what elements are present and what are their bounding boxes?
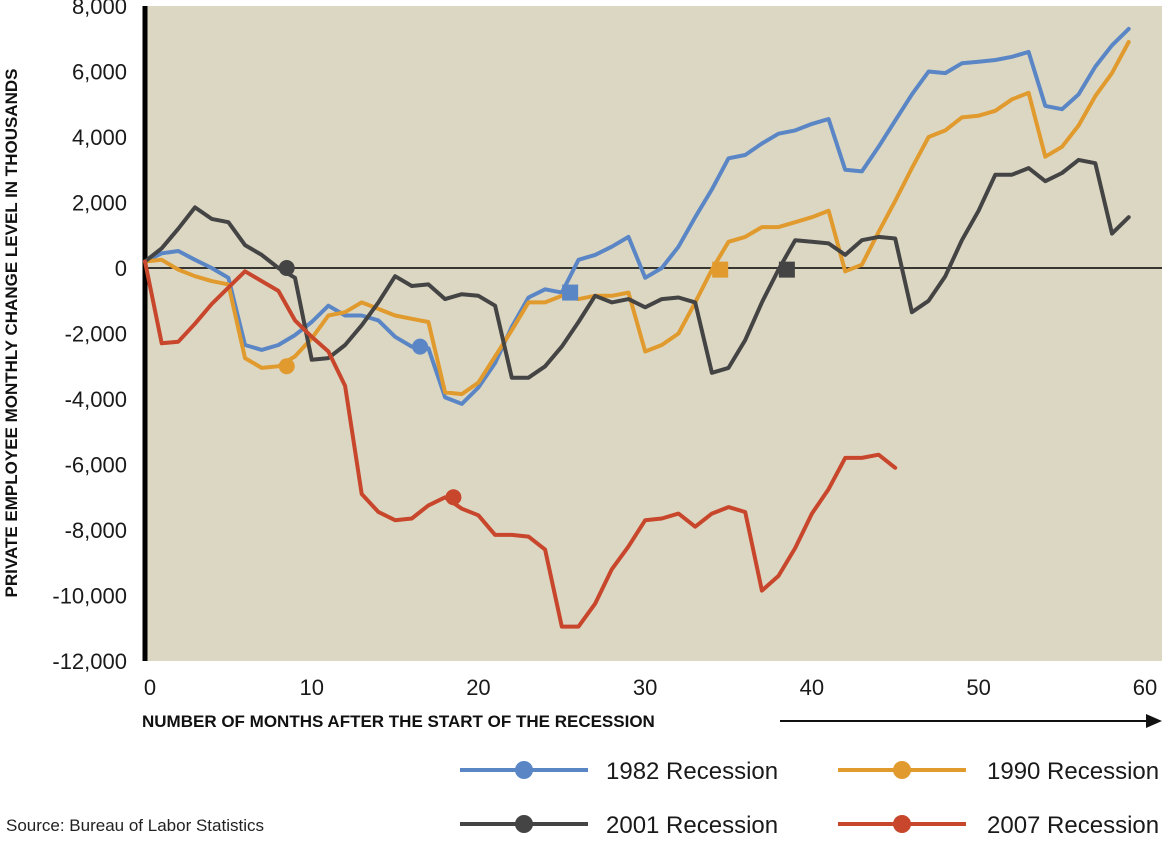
legend-item-0: 1982 Recession — [460, 758, 778, 785]
y-axis-label: PRIVATE EMPLOYEE MONTHLY CHANGE LEVEL IN… — [2, 69, 21, 598]
x-tick-label: 30 — [633, 675, 657, 700]
x-axis-label: NUMBER OF MONTHS AFTER THE START OF THE … — [142, 712, 655, 731]
circle-marker-3 — [445, 489, 462, 506]
x-tick-label: 60 — [1133, 675, 1157, 700]
y-tick-label: 0 — [115, 256, 127, 281]
y-tick-label: 8,000 — [72, 0, 127, 19]
x-axis-ticks: 0 10 20 30 40 50 60 — [144, 675, 1157, 700]
y-tick-label: -4,000 — [65, 387, 127, 412]
legend-label: 1982 Recession — [606, 758, 778, 785]
legend-label: 2007 Recession — [987, 812, 1159, 839]
legend-swatch-marker — [893, 815, 911, 833]
source-note: Source: Bureau of Labor Statistics — [6, 816, 264, 835]
y-tick-label: -8,000 — [65, 518, 127, 543]
y-tick-label: 6,000 — [72, 60, 127, 85]
y-tick-label: 2,000 — [72, 191, 127, 216]
square-marker-1 — [712, 261, 729, 278]
y-axis-ticks: 8,000 6,000 4,000 2,000 0 -2,000 -4,000 -6,000 -… — [52, 0, 127, 674]
circle-marker-1 — [278, 358, 295, 375]
square-marker-2 — [778, 261, 795, 278]
series-line-0 — [143, 26, 1131, 406]
legend-item-2: 2001 Recession — [460, 812, 778, 839]
circle-marker-0 — [412, 338, 429, 355]
series-lines — [143, 26, 1131, 629]
square-marker-0 — [562, 284, 579, 301]
legend-swatch-marker — [515, 761, 533, 779]
legend: 1982 Recession 1990 Recession 2001 Recessi… — [460, 758, 1159, 839]
circle-marker-2 — [278, 260, 295, 276]
x-tick-label: 0 — [144, 675, 156, 700]
legend-label: 2001 Recession — [606, 812, 778, 839]
x-tick-label: 20 — [466, 675, 490, 700]
x-tick-label: 10 — [299, 675, 323, 700]
x-tick-label: 40 — [800, 675, 824, 700]
y-tick-label: -12,000 — [52, 649, 127, 674]
legend-item-3: 2007 Recession — [838, 812, 1159, 839]
y-tick-label: -10,000 — [52, 584, 127, 609]
y-tick-label: 4,000 — [72, 125, 127, 150]
y-tick-label: -2,000 — [65, 322, 127, 347]
series-markers — [278, 260, 795, 506]
series-line-3 — [143, 259, 898, 629]
legend-label: 1990 Recession — [987, 758, 1159, 785]
legend-item-1: 1990 Recession — [838, 758, 1159, 785]
series-line-2 — [143, 157, 1131, 380]
legend-swatch-marker — [893, 761, 911, 779]
x-tick-label: 50 — [966, 675, 990, 700]
x-axis-arrow — [780, 714, 1162, 728]
y-tick-label: -6,000 — [65, 453, 127, 478]
legend-swatch-marker — [515, 815, 533, 833]
